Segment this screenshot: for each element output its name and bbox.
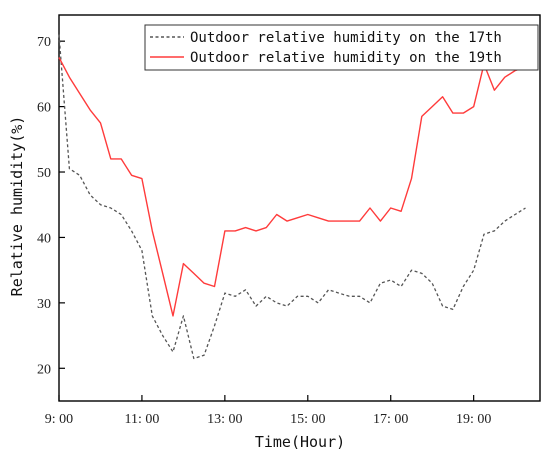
x-tick-label: 13: 00 [207, 412, 242, 427]
x-tick-label: 19: 00 [456, 412, 491, 427]
x-axis-title: Time(Hour) [255, 433, 345, 451]
x-tick-label: 11: 00 [124, 412, 159, 427]
legend-box [144, 24, 539, 71]
y-tick-label: 20 [37, 362, 51, 377]
series-layer [58, 34, 526, 360]
legend-label-19th: Outdoor relative humidity on the 19th [190, 50, 502, 66]
legend-label-17th: Outdoor relative humidity on the 17th [190, 30, 502, 46]
y-tick-label: 50 [37, 166, 51, 181]
x-tick-label: 9: 00 [45, 412, 73, 427]
y-tick-label: 60 [37, 101, 51, 116]
x-tick-label: 17: 00 [373, 412, 408, 427]
y-tick-label: 40 [37, 231, 51, 246]
x-tick-label: 15: 00 [290, 412, 325, 427]
y-tick-label: 30 [37, 297, 51, 312]
plot-frame [58, 14, 541, 402]
y-axis-title: Relative humidity(%) [8, 116, 26, 297]
legend: Outdoor relative humidity on the 17th Ou… [144, 24, 539, 71]
series-line-17th [58, 34, 526, 360]
series-line-19th [58, 57, 526, 317]
axis-ticks: 9: 00 11: 00 13: 00 15: 00 17: 00 19: 00 20 30 4… [37, 35, 491, 427]
y-tick-label: 70 [37, 35, 51, 50]
